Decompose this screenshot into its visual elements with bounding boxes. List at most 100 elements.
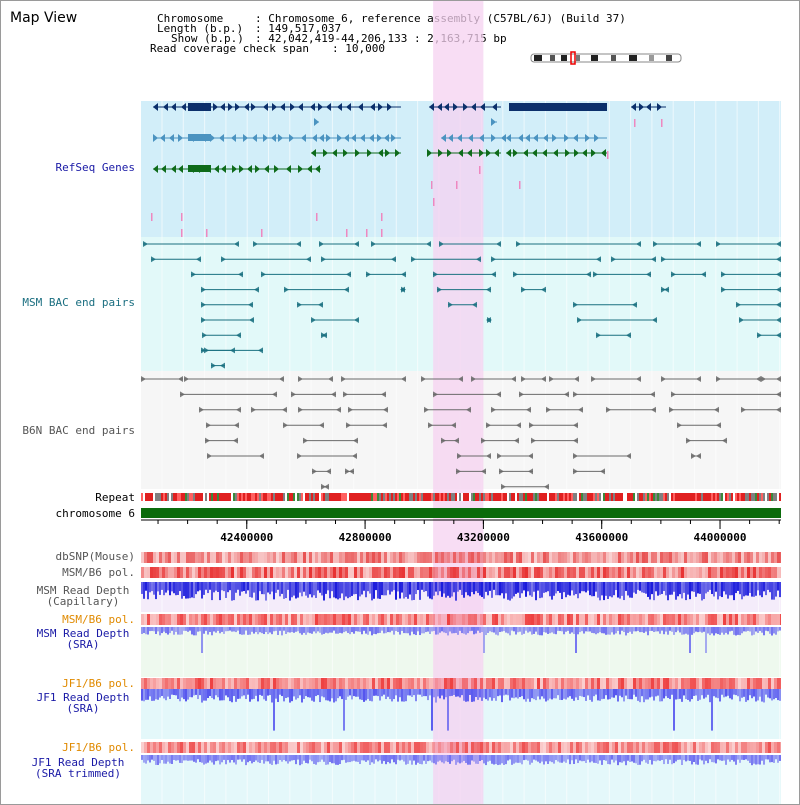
repeat-segment <box>433 493 435 501</box>
track-label-dbsnp[interactable]: dbSNP(Mouse) <box>55 550 135 563</box>
msm-bac-pair-end <box>476 256 481 263</box>
msm-sra-depth-bar <box>567 627 569 631</box>
jf1-trim-depth-bar <box>515 755 517 763</box>
repeat-segment <box>553 493 555 501</box>
jf1-sra-depth-bar <box>381 689 383 697</box>
msm-pol2-heat-cell <box>519 614 522 625</box>
refseq-gene-exon <box>601 149 606 157</box>
msm-cap-depth-bar <box>393 582 395 591</box>
track-label-msm-pol-2[interactable]: MSM/B6 pol. <box>62 613 135 626</box>
msm-sra-depth-bar <box>387 627 389 633</box>
msm-pol2-heat-cell <box>561 614 564 625</box>
chromosome-bar <box>141 508 781 518</box>
track-label-refseq[interactable]: RefSeq Genes <box>55 161 135 174</box>
jf1-sra-depth-bar <box>731 689 733 700</box>
track-label-chromosome[interactable]: chromosome 6 <box>55 507 135 520</box>
jf1-sra-depth-bar <box>201 689 203 703</box>
jf1-trim-depth-bar <box>407 755 409 764</box>
track-label-msm-bac[interactable]: MSM BAC end pairs <box>22 296 135 309</box>
jf1-pol2-heat-cell <box>213 742 216 753</box>
track-label-msm-pol-1[interactable]: MSM/B6 pol. <box>62 566 135 579</box>
msm-pol2-heat-cell <box>462 614 465 625</box>
repeat-segment <box>163 493 165 501</box>
track-label-repeat[interactable]: Repeat <box>95 491 135 504</box>
jf1-sra-depth-bar <box>175 689 177 696</box>
track-label-jf1-depth-sra[interactable]: JF1 Read Depth (SRA) <box>31 692 135 714</box>
b6n-bac-pair-end <box>236 406 241 413</box>
jf1-sra-depth-bar <box>767 689 769 698</box>
refseq-snp-mark <box>607 151 609 159</box>
jf1-trim-depth-bar <box>671 755 673 765</box>
dbsnp-heat-cell <box>273 552 276 563</box>
refseq-gene-exon <box>494 149 499 157</box>
repeat-segment <box>523 493 525 501</box>
refseq-snp-mark <box>431 181 433 189</box>
msm-sra-depth-bar <box>659 627 661 634</box>
msm-cap-depth-bar <box>355 582 357 595</box>
repeat-segment <box>479 493 481 501</box>
repeat-segment <box>521 493 523 501</box>
jf1-pol2-heat-cell <box>177 742 180 753</box>
msm-bac-pair-end <box>318 301 323 308</box>
refseq-gene-exon <box>657 103 662 111</box>
jf1-trim-depth-bar <box>601 755 603 765</box>
dbsnp-heat-cell <box>252 552 255 563</box>
jf1-pol2-heat-cell <box>222 742 225 753</box>
jf1-pol2-heat-cell <box>303 742 306 753</box>
msm-cap-depth-bar <box>359 582 361 597</box>
msm-cap-depth-bar <box>577 582 579 599</box>
track-label-b6n-bac[interactable]: B6N BAC end pairs <box>22 424 135 437</box>
msm-sra-depth-bar <box>691 627 693 635</box>
msm-pol2-heat-cell <box>468 614 471 625</box>
dbsnp-heat-cell <box>654 552 657 563</box>
jf1-trim-depth-bar <box>631 755 633 762</box>
jf1-trim-depth-bar <box>473 755 475 762</box>
jf1-trim-depth-bar <box>713 755 715 763</box>
msm-pol2-heat-cell <box>771 614 774 625</box>
b6n-bac-pair-end <box>573 453 578 459</box>
track-label-jf1-depth-trim[interactable]: JF1 Read Depth (SRA trimmed) <box>21 757 135 779</box>
refseq-gene-exon <box>427 149 432 157</box>
track-label-jf1-pol-2[interactable]: JF1/B6 pol. <box>62 741 135 754</box>
msm-sra-depth-bar <box>379 627 381 633</box>
repeat-segment <box>561 493 563 501</box>
jf1-pol2-heat-cell <box>618 742 621 753</box>
msm-pol-heat-cell <box>678 567 681 578</box>
msm-pol2-heat-cell <box>417 614 420 625</box>
jf1-sra-depth-bar <box>707 689 709 695</box>
msm-cap-depth-bar <box>589 582 591 596</box>
track-label-msm-depth-cap[interactable]: MSM Read Depth (Capillary) <box>31 585 135 607</box>
refseq-snp-mark <box>479 166 481 174</box>
msm-cap-depth-bar <box>301 582 303 597</box>
track-label-msm-depth-sra[interactable]: MSM Read Depth (SRA) <box>31 628 135 650</box>
msm-bac-pair-end <box>253 241 258 247</box>
jf1-trim-depth-bar <box>707 755 709 764</box>
repeat-segment <box>315 493 317 501</box>
dbsnp-heat-cell <box>372 552 375 563</box>
jf1-trim-depth-bar <box>589 755 591 763</box>
track-label-jf1-pol-1[interactable]: JF1/B6 pol. <box>62 677 135 690</box>
msm-sra-depth-bar <box>299 627 301 634</box>
msm-cap-depth-bar <box>205 582 207 590</box>
msm-sra-depth-bar <box>671 627 673 632</box>
msm-sra-depth-bar <box>737 627 739 635</box>
msm-cap-depth-bar <box>571 582 573 591</box>
jf1-trim-depth-bar <box>221 755 223 763</box>
repeat-segment <box>741 493 743 501</box>
dbsnp-heat-cell <box>297 552 300 563</box>
msm-pol2-heat-cell <box>312 614 315 625</box>
msm-sra-depth-bar <box>399 627 401 635</box>
dbsnp-heat-cell <box>681 552 684 563</box>
jf1-sra-depth-bar <box>411 689 413 697</box>
repeat-segment <box>219 493 221 501</box>
dbsnp-heat-cell <box>714 552 717 563</box>
jf1-pol-heat-cell <box>450 678 453 689</box>
jf1-pol-heat-cell <box>267 678 270 689</box>
jf1-pol2-heat-cell <box>567 742 570 753</box>
msm-sra-depth-bar <box>285 627 287 634</box>
jf1-pol-heat-cell <box>378 678 381 689</box>
jf1-pol2-heat-cell <box>522 742 525 753</box>
repeat-segment <box>241 493 243 501</box>
jf1-pol2-heat-cell <box>534 742 537 753</box>
